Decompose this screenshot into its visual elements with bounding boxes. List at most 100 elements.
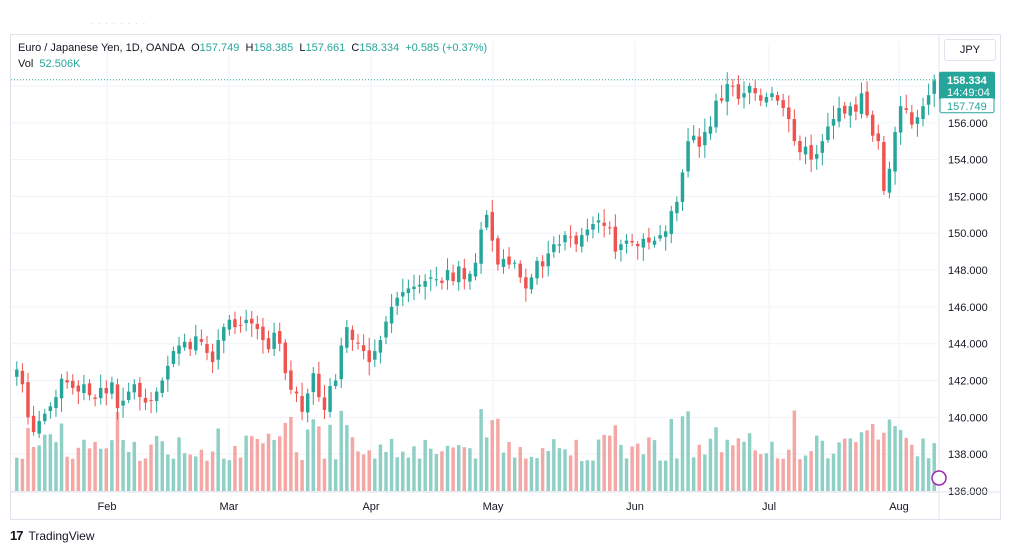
candle-body[interactable] [887,168,892,193]
candle-body[interactable] [742,93,746,98]
candle-body[interactable] [753,88,757,94]
candle-body[interactable] [395,297,399,306]
candle-body[interactable] [512,262,517,264]
candle-body[interactable] [770,93,774,98]
candle-body[interactable] [289,370,293,390]
candle-body[interactable] [630,240,634,243]
candle-body[interactable] [451,272,455,282]
candle-body[interactable] [619,244,623,251]
candle-body[interactable] [848,106,853,116]
candle-body[interactable] [803,146,808,155]
candle-body[interactable] [132,384,137,393]
candle-body[interactable] [82,384,86,394]
candle-body[interactable] [115,384,120,409]
candle-body[interactable] [283,342,288,374]
candle-body[interactable] [373,351,377,360]
candle-body[interactable] [859,93,864,114]
candle-body[interactable] [731,85,735,87]
candle-body[interactable] [216,340,220,360]
candle-body[interactable] [31,415,36,433]
candle-body[interactable] [160,380,164,393]
candle-body[interactable] [222,327,226,341]
candle-body[interactable] [406,288,411,294]
candle-body[interactable] [138,382,142,398]
candle-body[interactable] [121,400,125,406]
candle-body[interactable] [921,106,925,119]
candle-body[interactable] [725,84,729,102]
candle-body[interactable] [837,108,841,122]
candle-body[interactable] [814,154,819,159]
candle-body[interactable] [188,341,192,350]
candle-body[interactable] [708,126,713,134]
candle-body[interactable] [177,345,181,354]
candle-body[interactable] [831,119,836,126]
candle-body[interactable] [182,341,187,348]
candle-body[interactable] [205,344,209,353]
candle-body[interactable] [932,80,936,94]
candle-body[interactable] [305,393,310,413]
candle-body[interactable] [926,95,931,105]
candle-body[interactable] [238,324,243,326]
candle-body[interactable] [882,141,886,191]
candle-body[interactable] [764,96,769,103]
candle-body[interactable] [484,214,489,228]
candle-body[interactable] [20,370,25,385]
candle-body[interactable] [378,340,383,353]
candle-body[interactable] [71,380,75,388]
candle-body[interactable] [339,345,343,380]
candle-body[interactable] [367,350,371,363]
candle-body[interactable] [652,240,657,245]
candle-body[interactable] [747,85,752,93]
candle-body[interactable] [647,237,651,243]
candle-body[interactable] [154,391,159,401]
candle-body[interactable] [591,224,595,230]
candle-body[interactable] [479,229,483,264]
candle-body[interactable] [736,84,741,99]
candle-body[interactable] [210,351,215,363]
candle-body[interactable] [384,321,388,338]
candle-body[interactable] [904,108,908,110]
candle-body[interactable] [854,104,858,112]
candle-body[interactable] [328,386,332,412]
candle-body[interactable] [345,327,349,348]
candle-body[interactable] [87,383,92,396]
candle-body[interactable] [870,114,875,136]
candle-body[interactable] [535,260,539,279]
candle-body[interactable] [244,319,248,324]
candle-body[interactable] [529,277,534,290]
candle-body[interactable] [613,226,618,252]
candle-body[interactable] [719,98,724,101]
candle-body[interactable] [166,365,170,380]
candle-body[interactable] [294,391,299,394]
candle-body[interactable] [412,286,416,290]
candle-body[interactable] [602,222,606,226]
candle-body[interactable] [826,126,830,141]
candle-body[interactable] [563,235,567,243]
candle-body[interactable] [759,95,763,101]
candle-body[interactable] [680,172,685,202]
candle-body[interactable] [552,244,556,253]
candle-body[interactable] [389,306,394,324]
candle-body[interactable] [227,319,232,330]
candle-body[interactable] [423,281,427,287]
candle-body[interactable] [15,369,19,377]
candle-body[interactable] [585,229,590,236]
candle-body[interactable] [417,284,422,287]
candle-body[interactable] [462,267,467,280]
candle-body[interactable] [468,273,472,282]
candle-body[interactable] [445,270,450,281]
candle-body[interactable] [194,336,198,351]
currency-button[interactable]: JPY [944,39,996,61]
candle-body[interactable] [608,227,612,229]
candle-body[interactable] [356,342,360,344]
candle-body[interactable] [473,262,478,277]
candle-body[interactable] [266,338,271,350]
candle-body[interactable] [820,141,825,153]
candle-body[interactable] [842,105,847,114]
tradingview-brand[interactable]: TradingView [28,528,95,543]
candle-body[interactable] [490,212,495,241]
legend-vol-label[interactable]: Vol [18,58,34,70]
candle-body[interactable] [333,380,338,386]
candle-body[interactable] [171,351,176,364]
